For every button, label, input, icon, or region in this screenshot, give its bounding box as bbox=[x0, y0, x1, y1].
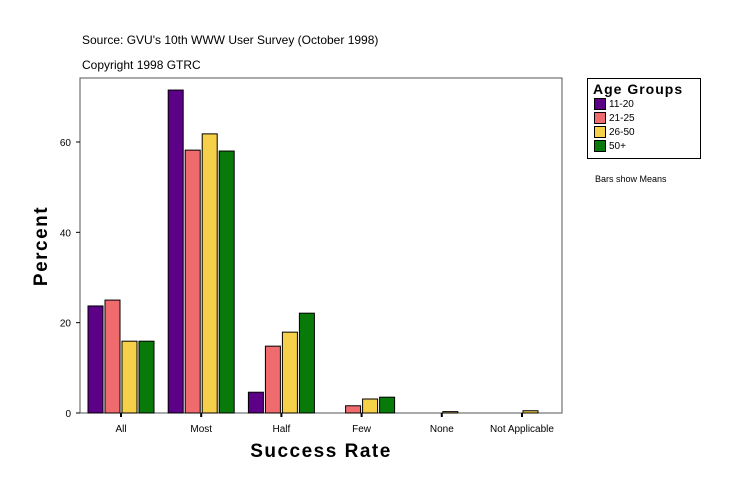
legend-swatch bbox=[594, 126, 606, 138]
x-tick-label: Half bbox=[273, 424, 291, 435]
x-tick-label: All bbox=[115, 424, 126, 435]
bar-26-50-All bbox=[121, 340, 138, 414]
y-tick-label: 20 bbox=[60, 319, 72, 330]
note-text: Bars show Means bbox=[595, 174, 667, 184]
legend-swatch bbox=[594, 98, 606, 110]
source-text: Source: GVU's 10th WWW User Survey (Octo… bbox=[82, 33, 379, 47]
legend-label: 26-50 bbox=[609, 126, 635, 138]
bar-21-25-Most bbox=[184, 149, 201, 414]
plot-frame bbox=[79, 77, 563, 414]
y-tick-label: 40 bbox=[60, 228, 72, 239]
y-tick-label: 60 bbox=[60, 138, 72, 149]
x-tick-label: Most bbox=[190, 424, 212, 435]
legend: Age Groups 11-20 21-25 26-50 50+ bbox=[587, 78, 701, 159]
bar-11-20-Half bbox=[247, 391, 264, 414]
y-axis-label: Percent bbox=[31, 206, 52, 286]
x-tick-label: Not Applicable bbox=[490, 424, 554, 435]
bar-26-50-None bbox=[442, 411, 459, 414]
legend-label: 11-20 bbox=[609, 98, 634, 110]
bar-26-50-Few bbox=[362, 398, 379, 414]
x-axis-label: Success Rate bbox=[250, 441, 392, 462]
legend-swatch bbox=[594, 140, 606, 152]
bar-26-50-Most bbox=[201, 133, 218, 414]
legend-swatch bbox=[594, 112, 606, 124]
legend-item: 11-20 bbox=[594, 97, 700, 111]
bar-21-25-Half bbox=[264, 345, 281, 414]
legend-title: Age Groups bbox=[593, 81, 684, 97]
copyright-text: Copyright 1998 GTRC bbox=[82, 58, 201, 72]
legend-item: 26-50 bbox=[594, 125, 700, 139]
bar-50+-Most bbox=[218, 150, 235, 414]
bar-11-20-All bbox=[87, 305, 104, 414]
bar-50+-All bbox=[138, 340, 155, 414]
y-tick-label: 0 bbox=[65, 409, 71, 420]
bar-21-25-Few bbox=[345, 405, 362, 414]
bar-26-50-Not Applicable bbox=[522, 410, 539, 414]
legend-label: 50+ bbox=[609, 140, 626, 152]
legend-label: 21-25 bbox=[609, 112, 635, 124]
bar-11-20-Most bbox=[167, 89, 184, 414]
bar-50+-Half bbox=[298, 312, 315, 414]
legend-item: 21-25 bbox=[594, 111, 700, 125]
x-tick-label: None bbox=[430, 424, 454, 435]
bar-50+-Few bbox=[379, 396, 396, 414]
x-tick-label: Few bbox=[352, 424, 372, 435]
legend-item: 50+ bbox=[594, 139, 700, 153]
bar-26-50-Half bbox=[281, 331, 298, 414]
bar-21-25-All bbox=[104, 299, 121, 414]
